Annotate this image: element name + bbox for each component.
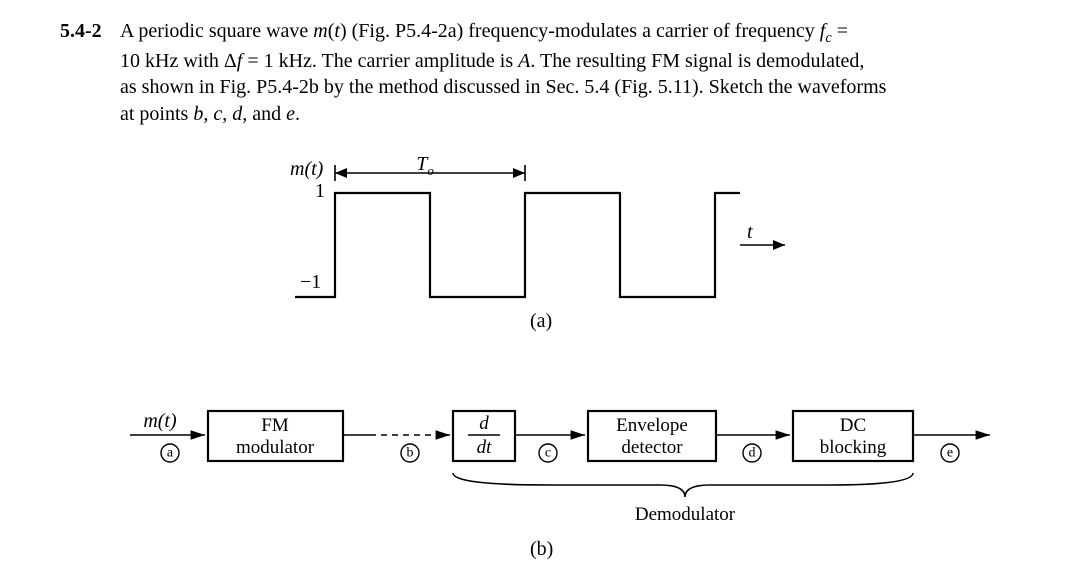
fm-modulator-label-2: modulator bbox=[236, 437, 315, 458]
figure-b: m(t) a FM modulator b d dt c Envelope de… bbox=[130, 405, 1030, 525]
problem-line-3: as shown in Fig. P5.4-2b by the method d… bbox=[120, 76, 886, 98]
problem-line-2: 10 kHz with Δf = 1 kHz. The carrier ampl… bbox=[120, 50, 864, 72]
node-a: a bbox=[161, 444, 179, 462]
y-low-label: −1 bbox=[300, 271, 321, 293]
input-label: m(t) bbox=[143, 410, 177, 432]
diff-den: dt bbox=[477, 437, 493, 458]
fm-modulator-label-1: FM bbox=[261, 415, 289, 436]
mt-label: m(t) bbox=[290, 158, 324, 180]
dc-label-2: blocking bbox=[820, 437, 887, 458]
square-waveform bbox=[295, 193, 740, 297]
period-marker: To bbox=[335, 153, 525, 181]
figure-a: m(t) 1 −1 To t bbox=[285, 155, 825, 345]
node-e: e bbox=[941, 444, 959, 462]
problem-line-4: at points b, c, d, and e. bbox=[120, 103, 300, 125]
period-sub: o bbox=[427, 163, 434, 178]
figure-b-caption: (b) bbox=[530, 538, 553, 561]
svg-text:c: c bbox=[545, 446, 551, 461]
envelope-label-1: Envelope bbox=[616, 415, 688, 436]
dc-label-1: DC bbox=[840, 415, 866, 436]
node-d: d bbox=[743, 444, 761, 462]
svg-text:e: e bbox=[947, 446, 953, 461]
node-c: c bbox=[539, 444, 557, 462]
t-axis-arrow: t bbox=[740, 221, 785, 250]
figure-a-caption: (a) bbox=[530, 310, 552, 333]
diff-num: d bbox=[479, 413, 489, 434]
svg-text:To: To bbox=[416, 153, 434, 178]
problem-line-1: A periodic square wave m(t) (Fig. P5.4-2… bbox=[120, 20, 848, 42]
svg-text:a: a bbox=[167, 446, 174, 461]
svg-text:b: b bbox=[407, 446, 414, 461]
demodulator-label: Demodulator bbox=[635, 504, 736, 525]
problem-number: 5.4-2 bbox=[60, 18, 102, 44]
demodulator-brace: Demodulator bbox=[453, 473, 913, 525]
node-b: b bbox=[401, 444, 419, 462]
envelope-label-2: detector bbox=[621, 437, 683, 458]
svg-text:d: d bbox=[749, 446, 756, 461]
t-axis-label: t bbox=[747, 221, 753, 243]
y-high-label: 1 bbox=[315, 180, 325, 202]
problem-statement: 5.4-2 A periodic square wave m(t) (Fig. … bbox=[120, 18, 1060, 127]
